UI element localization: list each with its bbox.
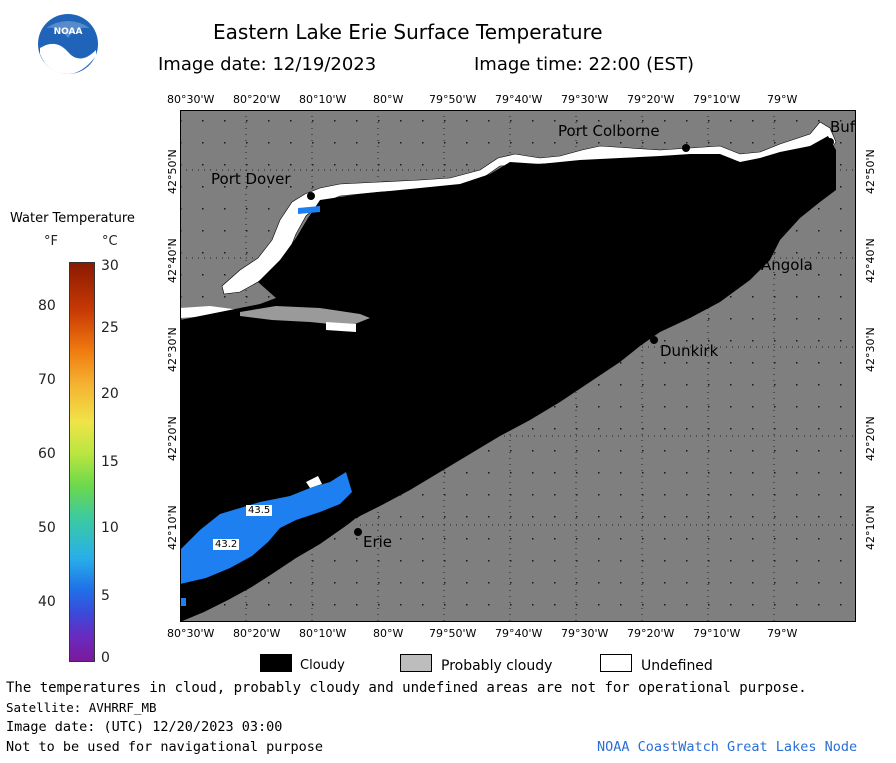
label-dunkirk: Dunkirk [660,342,719,360]
legend-cloudy-label: Cloudy [300,658,345,673]
lon-label: 79°W [767,627,798,640]
utc-date-text: Image date: (UTC) 12/20/2023 03:00 [6,719,283,735]
svg-text:NOAA: NOAA [54,27,83,37]
lon-label: 79°40'W [495,627,543,640]
lon-label: 80°20'W [233,627,281,640]
lat-label: 42°30'N [166,327,179,372]
label-erie: Erie [363,533,393,551]
f-tick: 80 [38,298,56,314]
angola-marker [755,250,763,258]
c-tick: 25 [101,320,119,336]
legend-cloudy-swatch [260,654,292,672]
lat-label: 42°20'N [864,416,877,461]
lat-label: 42°40'N [864,238,877,283]
water-temp-area [180,472,352,584]
c-tick: 5 [101,588,110,604]
lat-label: 42°50'N [166,149,179,194]
lon-label: 80°30'W [167,627,215,640]
noaa-logo: NOAA [38,14,98,74]
label-port-dover: Port Dover [211,170,291,188]
lon-label: 80°30'W [167,93,215,106]
f-tick: 70 [38,372,56,388]
f-tick: 40 [38,594,56,610]
image-time: Image time: 22:00 (EST) [474,54,694,75]
label-buffalo: Buf [830,118,856,136]
legend-undefined-swatch [600,654,632,672]
f-tick: 60 [38,446,56,462]
label-port-colborne: Port Colborne [558,122,660,140]
credit-text: NOAA CoastWatch Great Lakes Node [597,739,858,755]
temp-label: 43.2 [213,539,240,550]
lat-label: 42°20'N [166,416,179,461]
lon-label: 79°40'W [495,93,543,106]
lat-label: 42°10'N [166,505,179,550]
legend-probably-cloudy-swatch [400,654,432,672]
colorbar-unit-c: °C [102,234,118,249]
lon-label: 79°20'W [627,93,675,106]
lon-label: 79°50'W [429,93,477,106]
c-tick: 20 [101,386,119,402]
legend-probably-cloudy-label: Probably cloudy [441,658,553,674]
f-tick: 50 [38,520,56,536]
lon-label: 80°10'W [299,627,347,640]
lon-label: 79°30'W [561,93,609,106]
port-colborne-marker [682,144,690,152]
legend-undefined-label: Undefined [641,658,713,674]
city-markers [307,138,834,536]
lon-label: 79°W [767,93,798,106]
lat-label: 42°10'N [864,505,877,550]
c-tick: 30 [101,258,119,274]
cloudy-area [180,136,836,622]
c-tick: 15 [101,454,119,470]
disclaimer-text: The temperatures in cloud, probably clou… [6,680,807,696]
lat-label: 42°40'N [166,238,179,283]
c-tick: 10 [101,520,119,536]
lon-label: 79°30'W [561,627,609,640]
port-dover-marker [307,192,315,200]
navigation-warning: Not to be used for navigational purpose [6,739,323,755]
page-title: Eastern Lake Erie Surface Temperature [213,20,603,44]
lat-label: 42°50'N [864,149,877,194]
lon-label: 79°50'W [429,627,477,640]
colorbar [69,262,95,662]
lon-label: 80°W [373,627,404,640]
undefined-area [221,121,837,295]
c-tick: 0 [101,650,110,666]
lon-label: 79°10'W [693,627,741,640]
image-date: Image date: 12/19/2023 [158,54,377,75]
temp-label: 43.5 [246,505,273,516]
satellite-text: Satellite: AVHRRF_MB [6,700,157,715]
label-angola: Angola [761,256,813,274]
colorbar-unit-f: °F [44,234,58,249]
lon-label: 80°W [373,93,404,106]
lon-label: 79°10'W [693,93,741,106]
dunkirk-marker [650,336,658,344]
colorbar-title: Water Temperature [10,211,135,226]
lon-label: 79°20'W [627,627,675,640]
lon-label: 80°20'W [233,93,281,106]
lon-label: 80°10'W [299,93,347,106]
erie-marker [354,528,362,536]
lake-map [180,110,856,622]
lat-label: 42°30'N [864,327,877,372]
buffalo-marker [826,138,834,146]
